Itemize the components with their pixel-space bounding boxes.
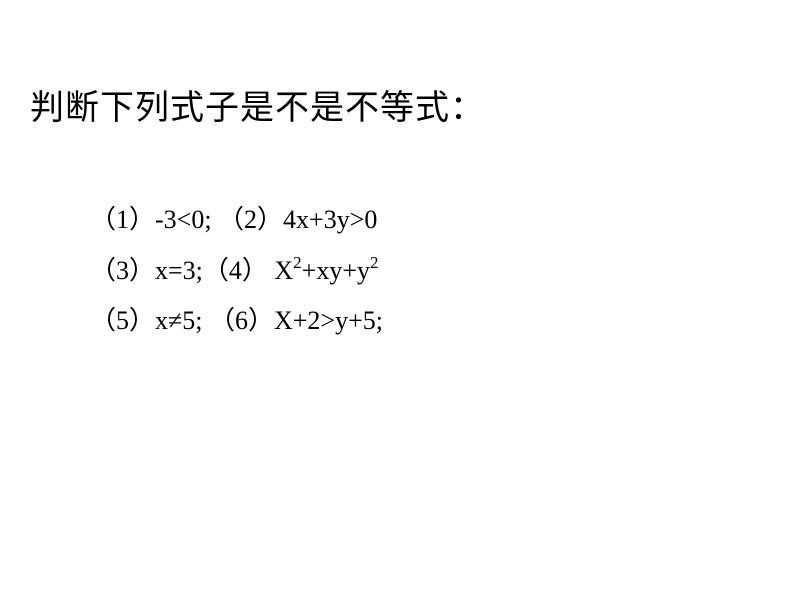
line2-sup2: 2 <box>370 253 379 272</box>
expression-line-1: （1）-3<0; （2）4x+3y>0 <box>90 195 383 246</box>
expression-line-2: （3）x=3;（4） X2+xy+y2 <box>90 246 383 297</box>
line2-mid: +xy+y <box>302 256 370 285</box>
line2-prefix: （3）x=3;（4） X <box>90 256 293 285</box>
question-title: 判断下列式子是不是不等式： <box>30 80 485 129</box>
line2-sup1: 2 <box>293 253 302 272</box>
expression-line-3: （5）x≠5; （6）X+2>y+5; <box>90 296 383 347</box>
line1-text: （1）-3<0; （2）4x+3y>0 <box>90 205 377 234</box>
question-content: （1）-3<0; （2）4x+3y>0 （3）x=3;（4） X2+xy+y2 … <box>90 195 383 347</box>
line3-text: （5）x≠5; （6）X+2>y+5; <box>90 306 383 335</box>
